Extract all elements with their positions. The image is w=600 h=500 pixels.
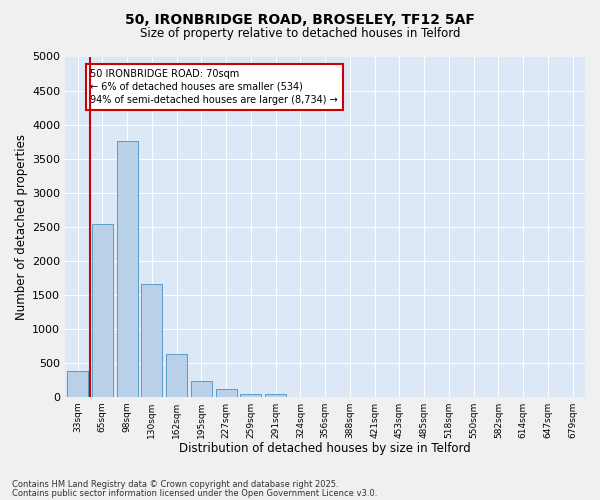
Bar: [92, 224, 113, 396]
Bar: [240, 394, 262, 396]
X-axis label: Distribution of detached houses by size in Telford: Distribution of detached houses by size …: [179, 442, 471, 455]
Text: Size of property relative to detached houses in Telford: Size of property relative to detached ho…: [140, 28, 460, 40]
Bar: [166, 354, 187, 397]
Text: Contains HM Land Registry data © Crown copyright and database right 2025.: Contains HM Land Registry data © Crown c…: [12, 480, 338, 489]
Text: 50, IRONBRIDGE ROAD, BROSELEY, TF12 5AF: 50, IRONBRIDGE ROAD, BROSELEY, TF12 5AF: [125, 12, 475, 26]
Y-axis label: Number of detached properties: Number of detached properties: [15, 134, 28, 320]
Bar: [191, 380, 212, 396]
Bar: [265, 394, 286, 396]
Bar: [116, 141, 137, 397]
Text: Contains public sector information licensed under the Open Government Licence v3: Contains public sector information licen…: [12, 488, 377, 498]
Bar: [67, 370, 88, 396]
Bar: [215, 390, 236, 396]
Bar: [141, 284, 163, 397]
Text: 50 IRONBRIDGE ROAD: 70sqm
← 6% of detached houses are smaller (534)
94% of semi-: 50 IRONBRIDGE ROAD: 70sqm ← 6% of detach…: [91, 68, 338, 105]
